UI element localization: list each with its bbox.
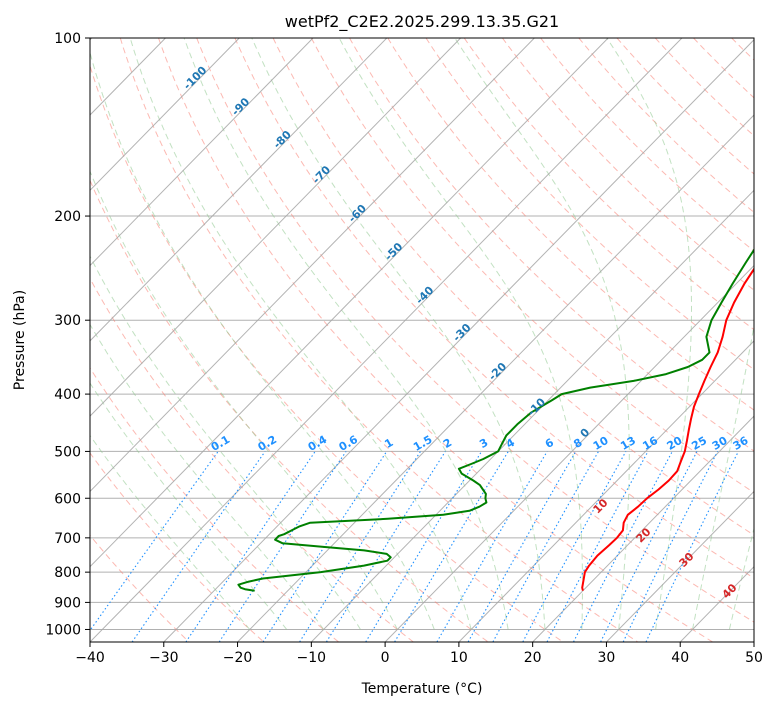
isotherm-line [384, 264, 754, 642]
y-axis-label: Pressure (hPa) [12, 290, 28, 390]
dry-adiabat-line [349, 38, 754, 452]
mixing-ratio-line [218, 451, 347, 642]
dry-adiabat-line [90, 452, 265, 642]
x-tick-label: −10 [297, 650, 327, 666]
moist-adiabat-line [90, 434, 251, 630]
isotherm-line [458, 340, 754, 642]
moist-adiabat-line [728, 526, 754, 630]
y-axis-ticks: 100 200 300 400 500 600 700 800 900 1000 [45, 31, 90, 638]
moist-adiabat-line [183, 38, 509, 630]
moist-adiabat-line [129, 38, 472, 630]
x-axis-ticks: −40 −30 −20 −10 0 10 20 30 40 50 [75, 642, 763, 666]
mixing-ratio-line [131, 451, 266, 642]
mixing-ratio-line [522, 451, 627, 642]
mixing-ratio-line [600, 451, 698, 642]
mixing-ratio-line [90, 451, 219, 632]
moist-adiabat-line [90, 169, 398, 630]
mixing-ratio-line [492, 451, 599, 642]
y-tick-label: 400 [54, 387, 81, 403]
y-tick-label: 1000 [45, 622, 81, 638]
dry-adiabat-line [387, 38, 754, 411]
mixing-ratio-line [467, 451, 577, 642]
y-tick-label: 800 [54, 565, 81, 581]
y-tick-label: 500 [54, 444, 81, 460]
moist-adiabat-line [90, 50, 435, 630]
x-tick-label: 40 [671, 650, 689, 666]
moist-adiabat-line [454, 38, 630, 630]
dry-adiabat-line [196, 38, 754, 623]
x-tick-label: 50 [745, 650, 763, 666]
dry-adiabat-line [90, 179, 489, 642]
isotherm-line [90, 38, 461, 417]
profile-lines [237, 248, 754, 592]
y-tick-label: 900 [54, 595, 81, 611]
dry-adiabat-line [272, 38, 754, 536]
mixing-ratio-line [365, 451, 483, 642]
y-tick-label: 600 [54, 491, 81, 507]
dry-adiabat-line [616, 38, 754, 175]
temperature-profile-line [581, 267, 754, 591]
dry-adiabat-line [234, 38, 754, 579]
x-tick-label: 0 [381, 650, 390, 666]
plot-frame [89, 37, 755, 643]
isotherm-line [532, 415, 754, 642]
isotherm-line [90, 38, 388, 342]
mixing-ratio-line [262, 451, 388, 642]
x-tick-label: −20 [223, 650, 253, 666]
dry-adiabat-line [90, 64, 564, 642]
x-tick-label: −40 [75, 650, 105, 666]
isotherm-line [90, 38, 314, 267]
x-axis-label: Temperature (°C) [361, 681, 483, 697]
x-tick-label: −30 [149, 650, 179, 666]
y-tick-label: 700 [54, 531, 81, 547]
isotherm-line [90, 38, 609, 568]
chart-title: wetPf2_C2E2.2025.299.13.35.G21 [285, 12, 559, 32]
dewpoint-profile-line [237, 248, 754, 592]
y-tick-label: 200 [54, 209, 81, 225]
isotherm-line [90, 38, 535, 493]
mixing-ratio-line [185, 451, 316, 642]
x-tick-label: 10 [450, 650, 468, 666]
dry-adiabat-line [90, 277, 414, 642]
dry-adiabat-line [540, 38, 754, 252]
mixing-ratio-lines [90, 451, 739, 642]
x-tick-label: 30 [598, 650, 616, 666]
y-tick-label: 100 [54, 31, 81, 47]
mixing-ratio-line [299, 451, 421, 642]
isotherm-line [606, 490, 754, 642]
dry-adiabat-line [501, 38, 754, 291]
isotherm-line [90, 38, 683, 642]
moist-adiabat-line [692, 323, 754, 630]
dry-adiabat-line [90, 534, 190, 642]
isotherm-line [237, 114, 754, 642]
moist-adiabat-line [90, 382, 288, 630]
isotherm-line [310, 189, 754, 642]
dry-adiabat-line [158, 38, 713, 642]
moist-adiabat-line [90, 255, 361, 630]
isotherm-line [90, 38, 240, 192]
dry-adiabat-line [425, 38, 754, 371]
moist-adiabat-line [90, 323, 325, 630]
mixing-ratio-line [325, 451, 446, 642]
isotherm-line [163, 39, 754, 642]
moist-adiabat-line [251, 38, 546, 630]
y-tick-label: 300 [54, 313, 81, 329]
mixing-ratio-line [622, 451, 719, 642]
moist-adiabat-line [606, 38, 692, 630]
x-tick-label: 20 [524, 650, 542, 666]
